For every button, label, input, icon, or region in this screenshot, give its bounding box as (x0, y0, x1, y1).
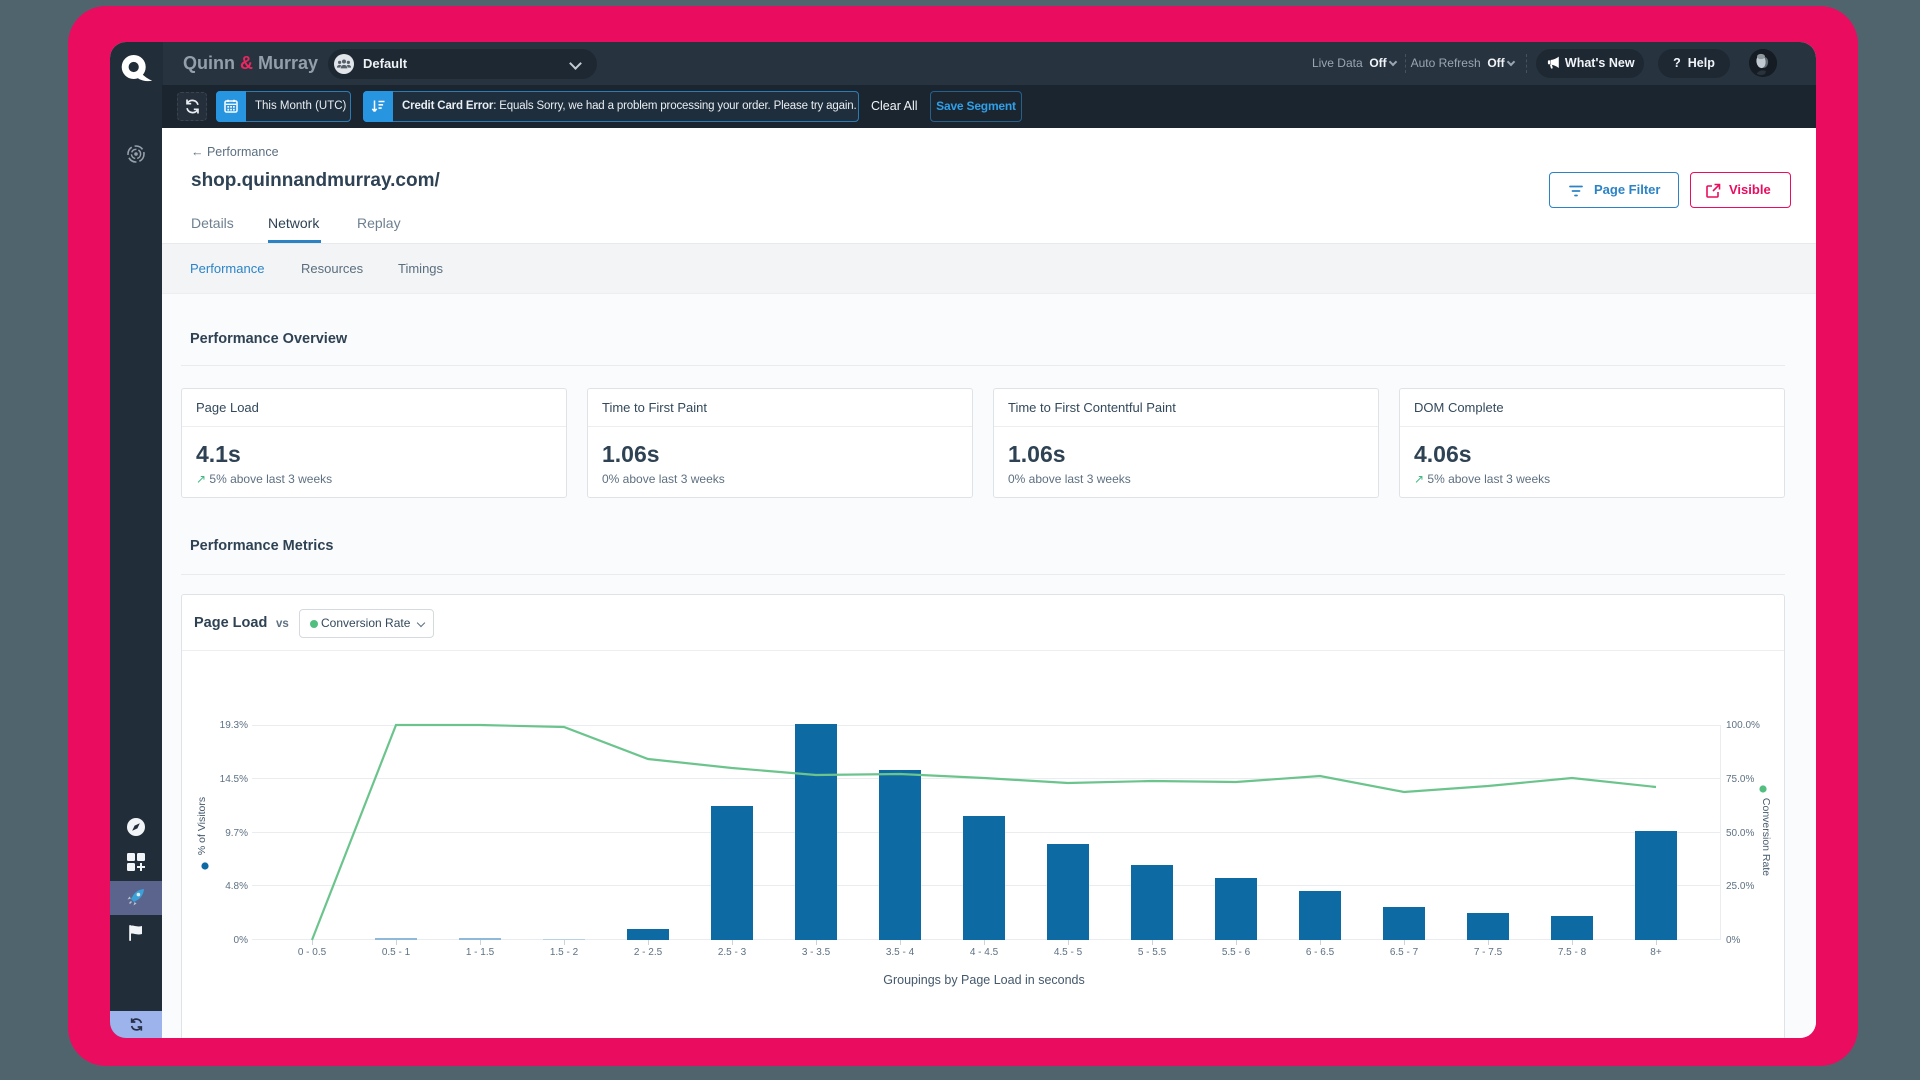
svg-text:6.5 - 7: 6.5 - 7 (1390, 947, 1419, 958)
svg-text:75.0%: 75.0% (1726, 774, 1754, 785)
svg-text:9.7%: 9.7% (225, 828, 248, 839)
svg-text:50.0%: 50.0% (1726, 828, 1754, 839)
svg-text:7 - 7.5: 7 - 7.5 (1474, 947, 1503, 958)
svg-text:Conversion Rate: Conversion Rate (1760, 798, 1772, 876)
svg-text:0%: 0% (1726, 935, 1741, 946)
svg-text:5.5 - 6: 5.5 - 6 (1222, 947, 1251, 958)
svg-text:4 - 4.5: 4 - 4.5 (970, 947, 999, 958)
svg-text:1 - 1.5: 1 - 1.5 (466, 947, 495, 958)
svg-text:14.5%: 14.5% (220, 774, 248, 785)
svg-text:25.0%: 25.0% (1726, 881, 1754, 892)
svg-text:0.5 - 1: 0.5 - 1 (382, 947, 411, 958)
svg-text:5 - 5.5: 5 - 5.5 (1138, 947, 1167, 958)
svg-text:4.5 - 5: 4.5 - 5 (1054, 947, 1083, 958)
svg-text:19.3%: 19.3% (220, 720, 248, 731)
svg-text:7.5 - 8: 7.5 - 8 (1558, 947, 1587, 958)
svg-text:0 - 0.5: 0 - 0.5 (298, 947, 327, 958)
svg-text:6 - 6.5: 6 - 6.5 (1306, 947, 1335, 958)
svg-text:8+: 8+ (1650, 947, 1662, 958)
svg-text:1.5 - 2: 1.5 - 2 (550, 947, 579, 958)
svg-text:0%: 0% (234, 935, 249, 946)
svg-text:100.0%: 100.0% (1726, 720, 1760, 731)
svg-text:2.5 - 3: 2.5 - 3 (718, 947, 747, 958)
svg-text:3.5 - 4: 3.5 - 4 (886, 947, 915, 958)
svg-text:2 - 2.5: 2 - 2.5 (634, 947, 663, 958)
svg-text:Groupings by Page Load in seco: Groupings by Page Load in seconds (883, 973, 1085, 987)
svg-text:3 - 3.5: 3 - 3.5 (802, 947, 831, 958)
svg-text:4.8%: 4.8% (225, 881, 248, 892)
svg-text:% of Visitors: % of Visitors (196, 797, 208, 855)
